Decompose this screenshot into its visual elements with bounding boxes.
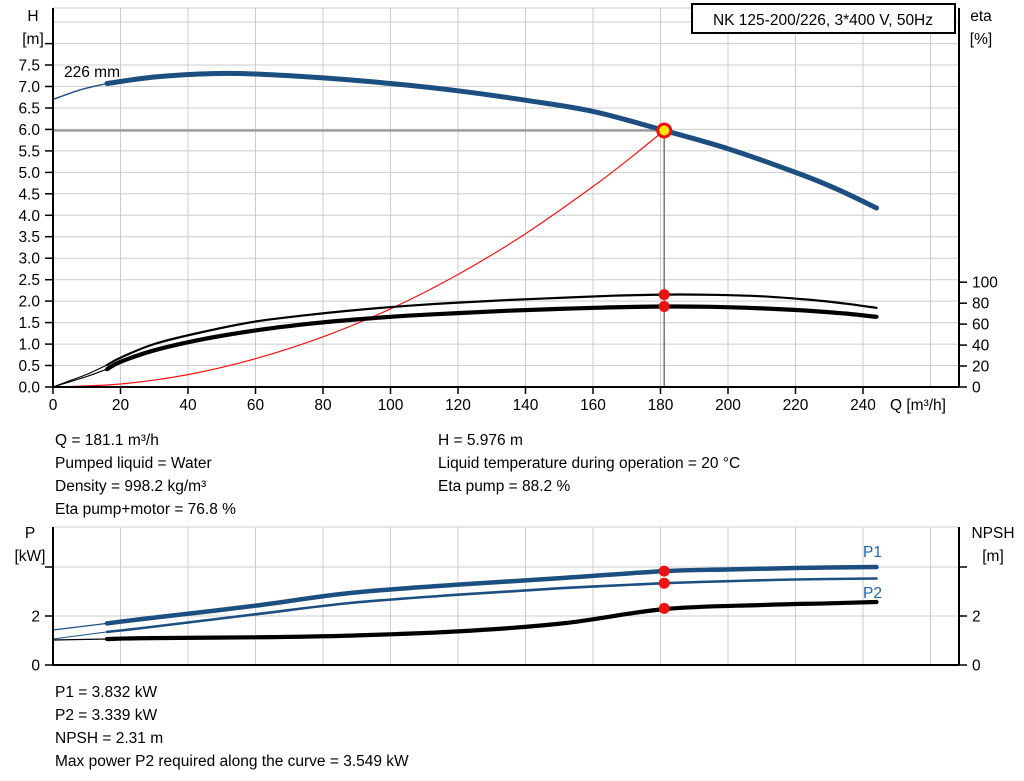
- x-tick-label: 160: [580, 397, 606, 414]
- liquid-temperature-line: Liquid temperature during operation = 20…: [438, 455, 741, 472]
- operating-point-dot: [658, 602, 670, 614]
- p-axis-label: P: [25, 525, 35, 542]
- pumped-liquid-line: Pumped liquid = Water: [55, 455, 212, 472]
- y-right-tick-label: 40: [972, 338, 990, 355]
- y-left-tick-label: 6.5: [18, 101, 40, 118]
- p1-value-line: P1 = 3.832 kW: [55, 684, 158, 701]
- x-tick-label: 80: [314, 397, 332, 414]
- operating-data-right-column: H = 5.976 m Liquid temperature during op…: [438, 429, 740, 498]
- p2-curve-label: P2: [863, 585, 882, 602]
- h-value-line: H = 5.976 m: [438, 432, 523, 449]
- x-tick-label: 200: [715, 397, 741, 414]
- eta-pump-line: Eta pump = 88.2 %: [438, 478, 571, 495]
- power-npsh-chart-plot: 0 2 0 2: [31, 526, 981, 675]
- y-left-tick-label: 4.0: [18, 208, 40, 225]
- operating-point-dot: [658, 289, 670, 301]
- x-tick-label: 120: [445, 397, 471, 414]
- y-right-tick-label: 2: [972, 609, 981, 626]
- impeller-diameter-label: 226 mm: [64, 64, 120, 81]
- q-axis-label: Q [m³/h]: [890, 397, 946, 414]
- y-right-tick-label: 80: [972, 296, 990, 313]
- y-left-tick-label: 1.0: [18, 337, 40, 354]
- y-left-tick-label: 0.0: [18, 380, 40, 397]
- p2-value-line: P2 = 3.339 kW: [55, 707, 158, 724]
- x-tick-label: 220: [783, 397, 809, 414]
- y-left-tick-label: 2: [31, 609, 40, 626]
- x-tick-label: 20: [112, 397, 130, 414]
- h-axis-label: H: [27, 8, 38, 25]
- operating-point-dot: [658, 577, 670, 589]
- npsh-axis-unit: [m]: [982, 548, 1004, 565]
- operating-point-marker: [656, 122, 673, 139]
- y-right-tick-label: 100: [972, 275, 998, 292]
- y-right-tick-label: 60: [972, 317, 990, 334]
- h-axis-unit: [m]: [22, 31, 44, 48]
- y-left-tick-label: 7.5: [18, 58, 40, 75]
- x-tick-label: 180: [648, 397, 674, 414]
- p1-curve-label: P1: [863, 544, 882, 561]
- y-left-tick-label: 5.5: [18, 143, 40, 160]
- pump-title-box: [691, 3, 956, 34]
- operating-point-dot: [658, 565, 670, 577]
- y-left-tick-label: 4.5: [18, 186, 40, 203]
- density-line: Density = 998.2 kg/m³: [55, 478, 207, 495]
- y-left-tick-label: 2.0: [18, 294, 40, 311]
- hq-chart-plot: 0 20 40 60 80 100 120 140 160 180 200 220 2400.00.51…: [18, 7, 998, 414]
- x-tick-label: 100: [378, 397, 404, 414]
- y-left-tick-label: 5.0: [18, 165, 40, 182]
- y-left-tick-label: 7.0: [18, 79, 40, 96]
- y-left-tick-label: 6.0: [18, 122, 40, 139]
- max-power-line: Max power P2 required along the curve = …: [55, 753, 409, 770]
- y-left-tick-label: 0.5: [18, 358, 40, 375]
- pump-title: NK 125-200/226, 3*400 V, 50Hz: [713, 12, 933, 29]
- y-left-tick-label: 0: [31, 658, 40, 675]
- p-axis-unit: [kW]: [15, 548, 46, 565]
- y-left-tick-label: 1.5: [18, 315, 40, 332]
- x-tick-label: 240: [850, 397, 876, 414]
- npsh-axis-label: NPSH: [971, 525, 1014, 542]
- x-tick-label: 60: [247, 397, 265, 414]
- x-tick-label: 0: [49, 397, 58, 414]
- operating-data-left-column: Q = 181.1 m³/h Pumped liquid = Water Den…: [55, 429, 236, 521]
- power-data-block: P1 = 3.832 kW P2 = 3.339 kW NPSH = 2.31 …: [55, 681, 409, 773]
- eta-axis-label: eta: [970, 8, 992, 25]
- y-right-tick-label: 0: [972, 380, 981, 397]
- q-value-line: Q = 181.1 m³/h: [55, 432, 159, 449]
- y-right-tick-label: 20: [972, 359, 990, 376]
- y-left-tick-label: 2.5: [18, 272, 40, 289]
- y-left-tick-label: 3.5: [18, 229, 40, 246]
- eta-axis-unit: [%]: [970, 31, 992, 48]
- x-tick-label: 40: [179, 397, 197, 414]
- x-tick-label: 140: [513, 397, 539, 414]
- y-left-tick-label: 3.0: [18, 251, 40, 268]
- y-right-tick-label: 0: [972, 658, 981, 675]
- operating-point-dot: [658, 301, 670, 312]
- eta-pump-motor-line: Eta pump+motor = 76.8 %: [55, 501, 236, 518]
- npsh-value-line: NPSH = 2.31 m: [55, 730, 164, 747]
